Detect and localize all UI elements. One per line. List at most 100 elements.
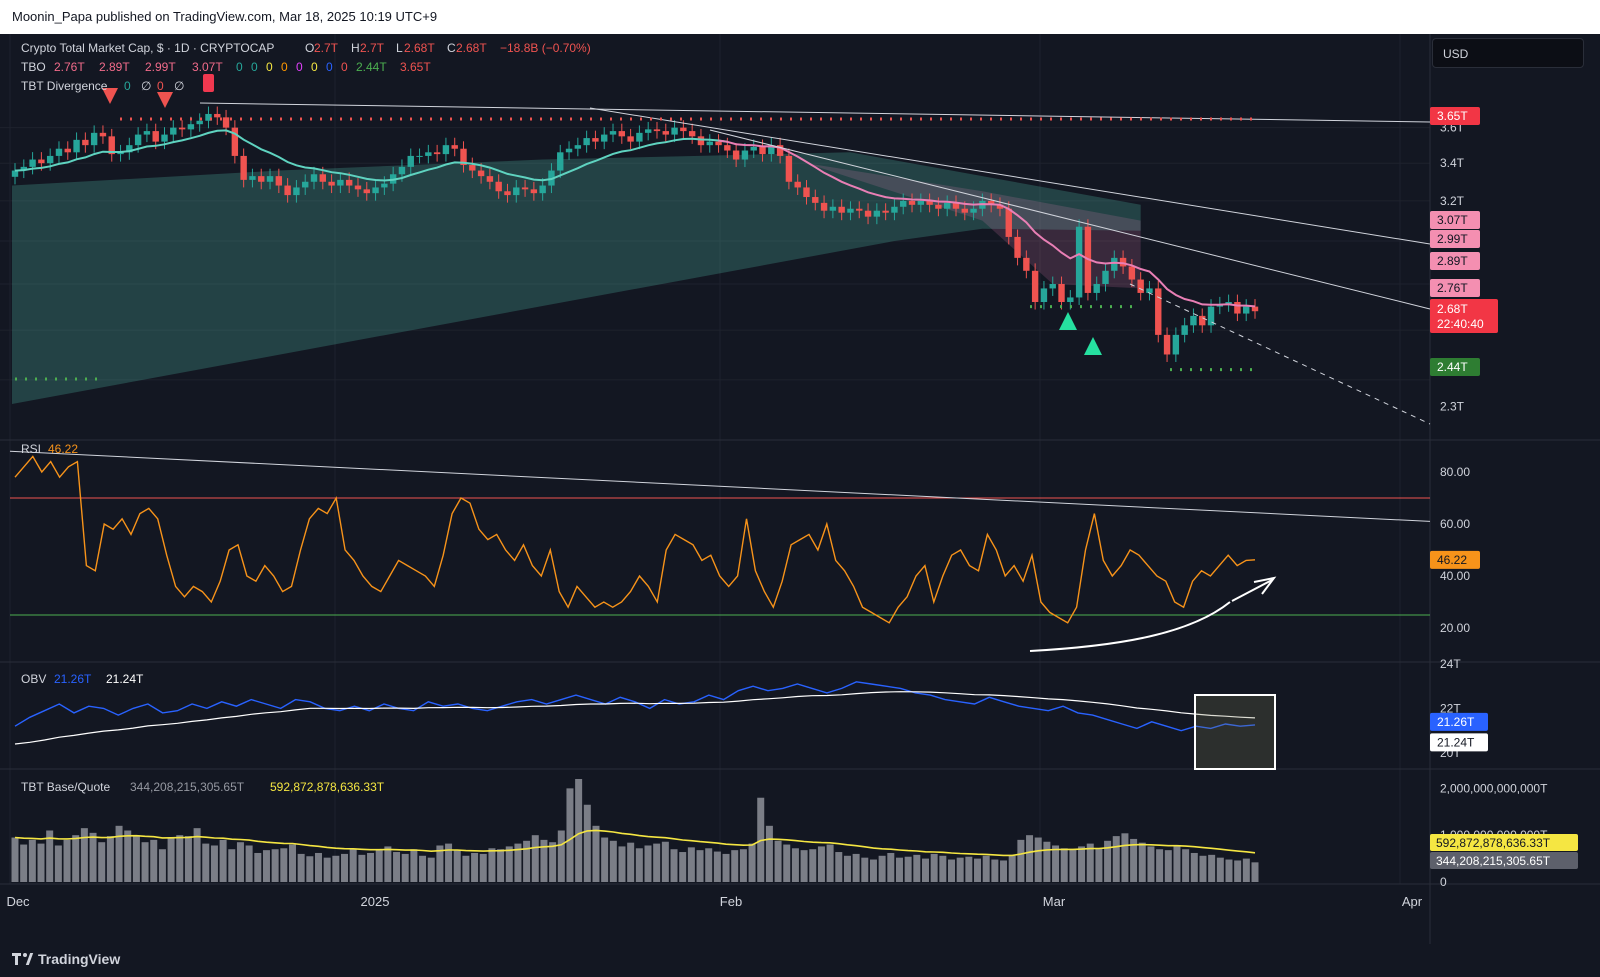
volume-bar[interactable] — [1251, 862, 1259, 882]
volume-bar[interactable] — [661, 841, 669, 882]
candle-body[interactable] — [706, 141, 713, 146]
volume-bar[interactable] — [46, 830, 54, 883]
volume-pane[interactable]: 2,000,000,000,000T1,000,000,000,000T0592… — [11, 779, 1579, 889]
candle-body[interactable] — [460, 148, 467, 166]
volume-bar[interactable] — [1121, 833, 1129, 882]
candle-body[interactable] — [961, 208, 968, 213]
candle-body[interactable] — [1128, 266, 1136, 280]
volume-bar[interactable] — [575, 779, 583, 882]
candle-body[interactable] — [1119, 257, 1127, 267]
volume-bar[interactable] — [514, 843, 522, 882]
volume-bar[interactable] — [89, 832, 97, 882]
volume-bar[interactable] — [124, 830, 132, 883]
candle-body[interactable] — [1137, 279, 1144, 293]
candle-body[interactable] — [847, 208, 854, 213]
volume-bar[interactable] — [982, 855, 990, 882]
volume-bar[interactable] — [349, 849, 357, 882]
volume-bar[interactable] — [1026, 835, 1034, 882]
candle-body[interactable] — [258, 176, 265, 182]
volume-bar[interactable] — [254, 852, 262, 882]
volume-bar[interactable] — [332, 855, 340, 882]
volume-bar[interactable] — [297, 853, 305, 882]
candle-body[interactable] — [302, 181, 309, 188]
candle-body[interactable] — [293, 187, 300, 196]
candle-body[interactable] — [381, 183, 388, 188]
volume-bar[interactable] — [722, 853, 730, 882]
candle-body[interactable] — [759, 146, 766, 155]
volume-bar[interactable] — [583, 804, 591, 882]
candle-body[interactable] — [152, 131, 159, 142]
candle-body[interactable] — [653, 129, 661, 132]
volume-bar[interactable] — [11, 837, 19, 882]
volume-bar[interactable] — [271, 849, 279, 882]
candle-body[interactable] — [935, 204, 942, 209]
volume-bar[interactable] — [739, 849, 747, 882]
candle-body[interactable] — [750, 146, 757, 151]
candle-body[interactable] — [996, 204, 1004, 209]
volume-bar[interactable] — [887, 852, 895, 882]
volume-bar[interactable] — [1069, 849, 1077, 882]
volume-bar[interactable] — [531, 835, 539, 882]
volume-bar[interactable] — [1138, 842, 1146, 882]
volume-bar[interactable] — [601, 837, 609, 882]
volume-bar[interactable] — [1043, 841, 1051, 882]
volume-bar[interactable] — [653, 843, 661, 882]
volume-bar[interactable] — [341, 853, 349, 882]
candle-body[interactable] — [644, 129, 652, 133]
volume-bar[interactable] — [1147, 846, 1155, 882]
candle-body[interactable] — [627, 136, 634, 142]
volume-bar[interactable] — [288, 844, 296, 882]
candle-body[interactable] — [1031, 270, 1039, 303]
volume-bar[interactable] — [1095, 848, 1103, 882]
volume-bar[interactable] — [323, 857, 331, 882]
candle-body[interactable] — [99, 132, 107, 137]
volume-bar[interactable] — [878, 855, 886, 882]
candle-body[interactable] — [987, 200, 995, 205]
volume-bar[interactable] — [306, 856, 314, 882]
candle-body[interactable] — [864, 210, 872, 217]
candle-body[interactable] — [1225, 302, 1232, 305]
volume-bar[interactable] — [731, 850, 739, 882]
volume-bar[interactable] — [1156, 849, 1164, 882]
candle-body[interactable] — [398, 166, 406, 175]
candle-body[interactable] — [785, 155, 793, 182]
volume-bar[interactable] — [184, 836, 192, 882]
volume-bar[interactable] — [1234, 860, 1242, 882]
volume-bar[interactable] — [644, 845, 652, 882]
volume-bar[interactable] — [410, 849, 418, 882]
candle-body[interactable] — [697, 136, 705, 146]
candle-body[interactable] — [873, 210, 881, 217]
volume-bar[interactable] — [904, 856, 912, 882]
volume-bar[interactable] — [445, 843, 453, 882]
candle-body[interactable] — [328, 181, 335, 186]
candle-body[interactable] — [671, 127, 678, 135]
volume-bar[interactable] — [1034, 837, 1042, 882]
volume-bar[interactable] — [1017, 839, 1025, 882]
candle-body[interactable] — [64, 148, 71, 153]
volume-bar[interactable] — [549, 842, 557, 882]
volume-bar[interactable] — [939, 855, 947, 882]
volume-bar[interactable] — [280, 848, 288, 882]
candle-body[interactable] — [319, 174, 327, 182]
volume-bar[interactable] — [1182, 849, 1190, 882]
candle-body[interactable] — [29, 159, 36, 167]
volume-bar[interactable] — [748, 843, 756, 882]
candle-body[interactable] — [90, 132, 98, 146]
candle-body[interactable] — [820, 202, 828, 211]
candle-body[interactable] — [170, 127, 177, 135]
candle-body[interactable] — [565, 148, 573, 153]
volume-bar[interactable] — [1225, 859, 1233, 882]
volume-bar[interactable] — [1208, 854, 1216, 882]
candle-body[interactable] — [776, 145, 784, 156]
candle-body[interactable] — [601, 134, 608, 142]
volume-bar[interactable] — [774, 840, 782, 882]
volume-bar[interactable] — [566, 788, 574, 882]
candle-body[interactable] — [442, 145, 450, 155]
rsi-pane[interactable]: 80.00 60.00 40.00 20.00 46.22 — [9, 450, 1480, 652]
candle-body[interactable] — [952, 202, 960, 209]
chart-svg[interactable]: 3.6T3.4T3.2T3.0T2.8T2.3T 3.65T3.07T2.99T… — [0, 34, 1600, 944]
candle-body[interactable] — [1058, 283, 1065, 303]
candle-body[interactable] — [284, 185, 291, 196]
candle-body[interactable] — [20, 166, 27, 171]
volume-bar[interactable] — [210, 845, 218, 882]
